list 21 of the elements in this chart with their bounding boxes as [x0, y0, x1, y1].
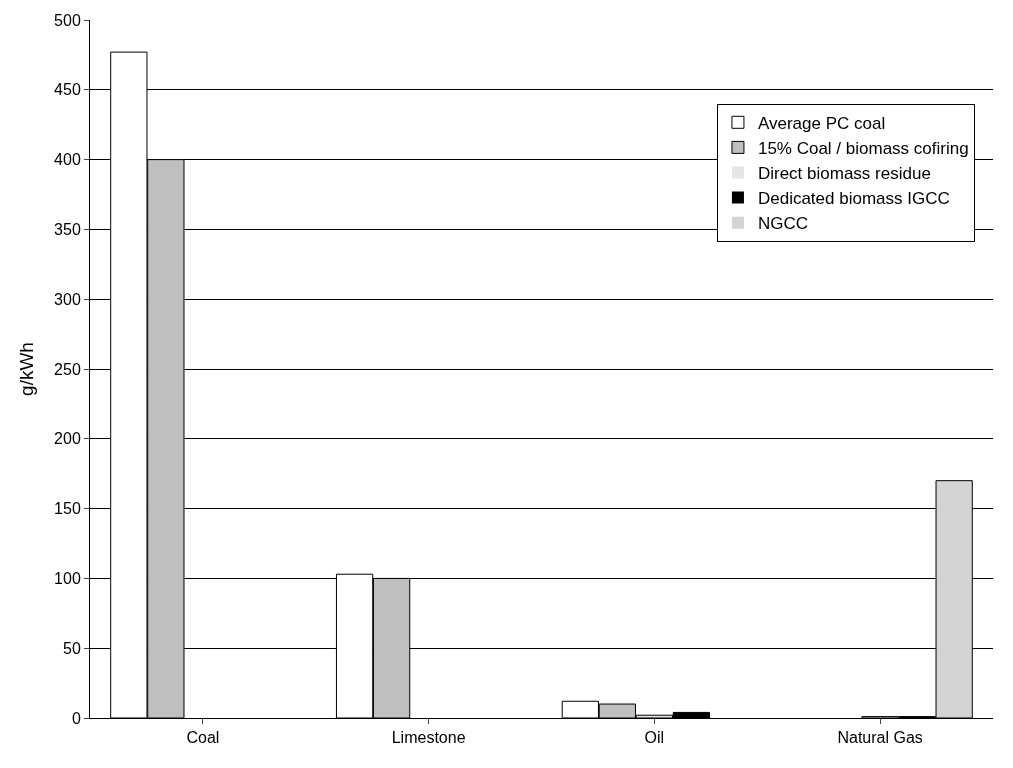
y-tick-label: 50	[63, 639, 81, 657]
legend-label: NGCC	[757, 214, 808, 234]
y-tick-label: 0	[71, 709, 81, 727]
y-tick-label: 500	[54, 11, 81, 29]
y-tick-label: 350	[54, 221, 81, 238]
y-tick-label: 150	[54, 500, 81, 518]
y-tick-label: 250	[54, 360, 81, 378]
y-tick-label: 100	[54, 570, 81, 587]
y-tick-label: 200	[54, 430, 81, 448]
x-tick-label: Oil	[644, 729, 665, 747]
x-tick-label: Coal	[186, 729, 220, 747]
y-axis-title: g/kWh	[15, 342, 37, 396]
y-tick-label: 300	[54, 290, 81, 308]
legend-label: 15% Coal / biomass cofiring	[757, 139, 969, 159]
legend-label: Dedicated biomass IGCC	[757, 189, 950, 209]
y-tick-label: 450	[54, 81, 81, 99]
y-tick-label: 400	[54, 151, 81, 169]
x-tick-label: Natural Gas	[837, 729, 923, 747]
legend-label: Average PC coal	[757, 113, 886, 133]
x-tick-label: Limestone	[391, 729, 466, 747]
legend-label: Direct biomass residue	[757, 164, 931, 184]
